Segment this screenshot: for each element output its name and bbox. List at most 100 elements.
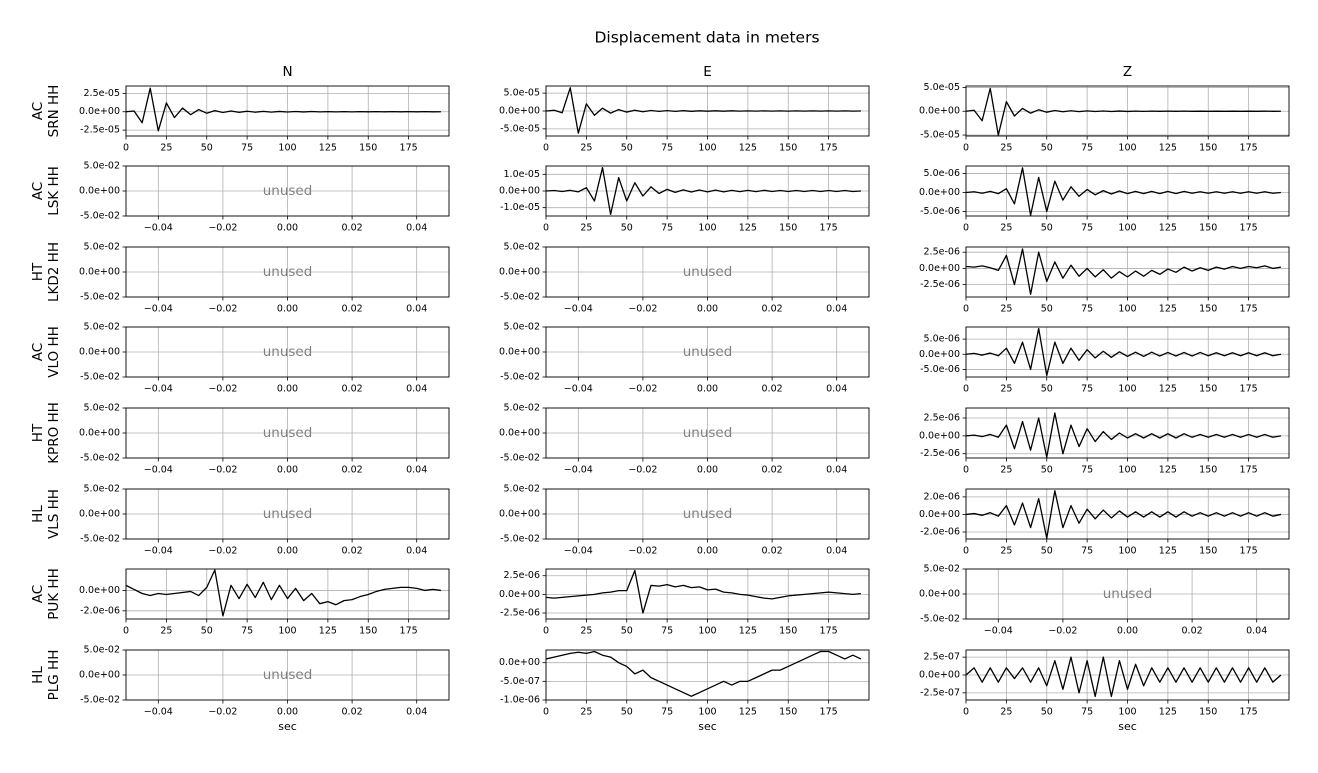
y-tick-label: 0.0e+00 [79, 347, 120, 358]
x-tick-label: 0.00 [277, 223, 298, 234]
y-axis-label: SRN HH [46, 85, 62, 138]
axes-frame [965, 246, 1290, 298]
y-tick-label: -2.5e-07 [920, 687, 960, 698]
x-tick-label: 100 [1118, 143, 1136, 154]
waveform [966, 656, 1282, 698]
x-tick-label: 150 [779, 626, 797, 637]
axes-frame [545, 85, 870, 137]
x-tick-label: 150 [1199, 707, 1217, 718]
x-tick-label: 25 [1000, 546, 1012, 557]
y-axis-label: AC [30, 585, 46, 603]
axes-frame [545, 246, 870, 298]
y-tick-label: 0.0e+00 [79, 670, 120, 681]
x-tick-label: −0.04 [144, 384, 173, 395]
x-tick-label: 150 [1199, 384, 1217, 395]
subplot: −0.04 −0.02 0.00 0.02 0.04 -5.0e-02 0.0e+00 5.0… [30, 242, 450, 315]
x-tick-label: 125 [1159, 707, 1177, 718]
axes-frame [965, 649, 1290, 701]
x-tick-label: −0.04 [984, 626, 1013, 637]
x-tick-label: 175 [820, 143, 838, 154]
subplot: 0 25 50 75 100 125 150 175 -1.0e-06 -5.0e-07 0.0e+… [499, 649, 870, 733]
x-tick-label: 0.02 [762, 546, 783, 557]
y-tick-label: 0.0e+00 [919, 670, 960, 681]
waveform [966, 87, 1281, 136]
subplot: −0.04 −0.02 0.00 0.02 0.04 -5.0e-02 0.0e+00 5.0… [30, 322, 450, 395]
subplot: 0 25 50 75 100 125 150 175 -2.5e-05 0.0e+00 2.5e-0… [30, 64, 450, 154]
x-tick-label: −0.04 [144, 707, 173, 718]
x-tick-label: 100 [1118, 384, 1136, 395]
x-tick-label: 50 [201, 143, 213, 154]
y-tick-label: -1.0e-06 [500, 695, 540, 706]
y-tick-label: 2.5e-07 [924, 652, 960, 663]
y-axis-label: VLS HH [46, 489, 62, 539]
y-tick-label: -5.0e-05 [500, 123, 540, 134]
x-tick-label: 175 [820, 707, 838, 718]
x-tick-label: 100 [698, 707, 716, 718]
y-tick-label: 0.0e+00 [919, 589, 960, 600]
y-axis-label: AC [30, 343, 46, 361]
x-tick-label: −0.04 [144, 223, 173, 234]
x-tick-label: 75 [661, 223, 673, 234]
axes-frame [965, 85, 1290, 137]
x-tick-label: −0.02 [208, 304, 237, 315]
axes-frame [965, 488, 1290, 540]
axes-frame [545, 165, 870, 217]
y-tick-label: 5.0e-02 [504, 403, 540, 414]
y-tick-label: 0.0e+00 [919, 187, 960, 198]
x-tick-label: 175 [400, 143, 418, 154]
axes-frame [125, 488, 450, 540]
x-tick-label: −0.04 [144, 465, 173, 476]
x-tick-label: 0.02 [342, 223, 363, 234]
x-tick-label: 150 [779, 707, 797, 718]
x-tick-label: 0.00 [277, 384, 298, 395]
y-tick-label: -2.0e-06 [80, 605, 120, 616]
x-tick-label: 125 [1159, 384, 1177, 395]
waveform [126, 87, 441, 132]
x-tick-label: 25 [160, 626, 172, 637]
column-title: Z [1123, 64, 1132, 80]
x-tick-label: −0.02 [208, 465, 237, 476]
x-tick-label: 75 [1081, 223, 1093, 234]
y-tick-label: -2.5e-06 [920, 279, 960, 290]
x-tick-label: 0 [543, 223, 549, 234]
x-tick-label: 125 [1159, 304, 1177, 315]
axes-frame [125, 165, 450, 217]
axes-frame [545, 649, 870, 701]
axes-frame [545, 326, 870, 378]
axes-frame [965, 165, 1290, 217]
x-tick-label: 50 [1041, 546, 1053, 557]
x-tick-label: 175 [1240, 546, 1258, 557]
x-tick-label: 25 [1000, 384, 1012, 395]
x-tick-label: 0 [123, 143, 129, 154]
x-tick-label: 0.02 [1182, 626, 1203, 637]
x-tick-label: 25 [1000, 465, 1012, 476]
x-tick-label: 125 [1159, 465, 1177, 476]
y-tick-label: 1.0e-05 [504, 169, 540, 180]
y-tick-label: -5.0e-02 [80, 372, 120, 383]
subplot: −0.04 −0.02 0.00 0.02 0.04 -5.0e-02 0.0e+00 5.0… [30, 161, 450, 234]
subplot: 0 25 50 75 100 125 150 175 -2.5e-07 0.0e+00 2.5e-0… [919, 649, 1290, 733]
y-axis-label: HT [30, 423, 46, 442]
waveform [546, 569, 861, 614]
annotation: unused [263, 344, 313, 360]
x-tick-label: 0.04 [1246, 626, 1267, 637]
x-tick-label: 125 [739, 707, 757, 718]
y-tick-label: 0.0e+00 [499, 428, 540, 439]
x-tick-label: 0.04 [826, 304, 847, 315]
y-tick-label: 5.0e-06 [924, 334, 960, 345]
y-tick-label: 0.0e+00 [499, 347, 540, 358]
y-tick-label: 2.0e-06 [924, 491, 960, 502]
x-tick-label: 75 [1081, 707, 1093, 718]
x-tick-label: 50 [621, 143, 633, 154]
x-tick-label: 0.04 [406, 546, 427, 557]
annotation: unused [683, 425, 733, 441]
x-tick-label: 25 [580, 626, 592, 637]
axes-frame [965, 407, 1290, 459]
y-tick-label: 5.0e-02 [504, 322, 540, 333]
x-tick-label: 25 [1000, 223, 1012, 234]
y-tick-label: 5.0e-02 [84, 242, 120, 253]
axes-frame [545, 488, 870, 540]
x-tick-label: 125 [1159, 223, 1177, 234]
y-tick-label: 5.0e-02 [84, 645, 120, 656]
y-tick-label: -5.0e-02 [500, 292, 540, 303]
